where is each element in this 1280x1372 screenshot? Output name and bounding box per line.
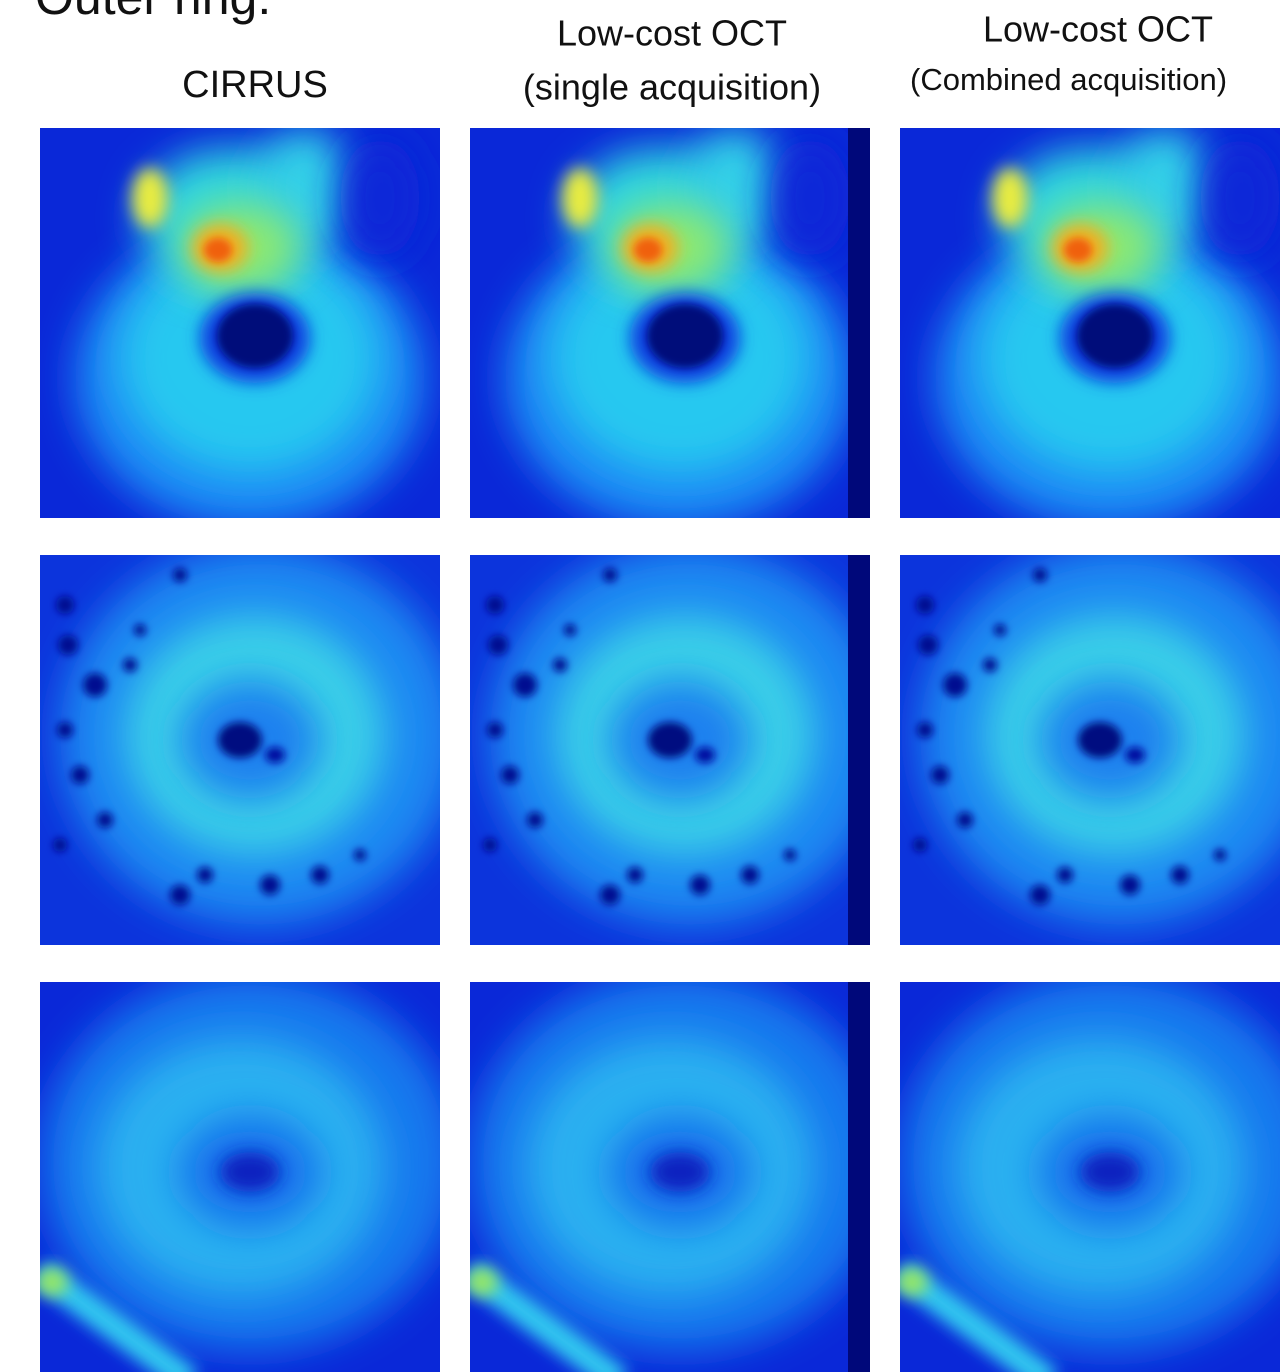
heatmap-image (40, 128, 440, 528)
column-title: CIRRUS (182, 64, 328, 106)
image-border (848, 982, 870, 1372)
figure: Outer ring: CIRRUS Low-cost OCT (single … (0, 0, 1280, 1372)
heatmap-image (900, 545, 1280, 945)
image-border (848, 555, 870, 945)
image-grid (36, 128, 1280, 1372)
heatmap-image (900, 128, 1280, 528)
column-subtitle: (Combined acquisition) (910, 62, 1227, 97)
image-border (848, 128, 870, 518)
heatmap-image (466, 972, 890, 1372)
heatmap-image (40, 545, 460, 945)
caption: Outer ring: (35, 0, 271, 25)
heatmap-image (896, 972, 1280, 1372)
column-title: Low-cost OCT (983, 9, 1213, 50)
heatmap-image (36, 972, 460, 1372)
column-title: Low-cost OCT (557, 13, 787, 54)
column-subtitle: (single acquisition) (523, 67, 821, 108)
heatmap-image (470, 545, 890, 945)
heatmap-image (470, 128, 870, 528)
page: {"caption": "Outer ring:", "columns": [ … (0, 0, 1280, 1372)
